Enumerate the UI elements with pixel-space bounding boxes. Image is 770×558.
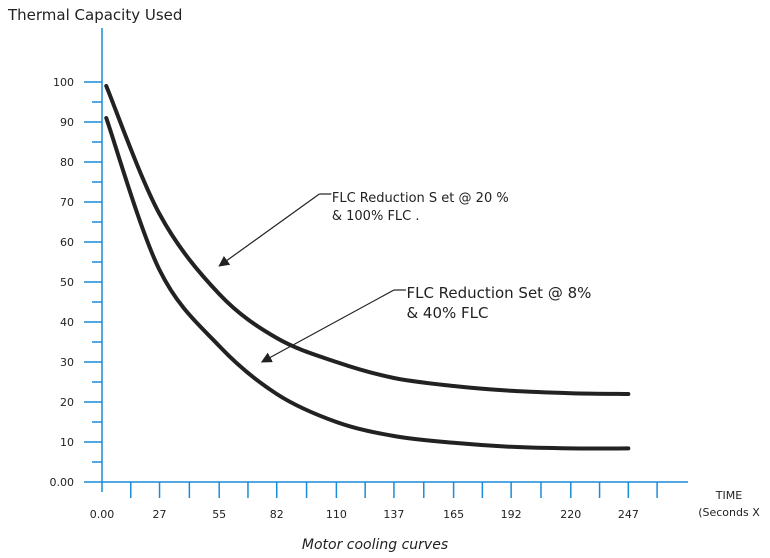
x-tick-label: 55: [212, 508, 226, 521]
x-tick-label: 247: [618, 508, 639, 521]
x-tick-label: 220: [560, 508, 581, 521]
chart-caption: Motor cooling curves: [302, 537, 448, 553]
y-tick-label: 10: [60, 436, 74, 449]
chart-title: Thermal Capacity Used: [7, 6, 182, 24]
y-tick-label: 60: [60, 236, 74, 249]
annotation-arrow: [218, 193, 320, 267]
y-tick-label: 20: [60, 396, 74, 409]
y-tick-label: 30: [60, 356, 74, 369]
x-axis-label-line2: (Seconds X: [698, 506, 760, 519]
x-ticks: 0.00 27 55 82 110 137 165 192 220 247: [90, 482, 658, 521]
series-line-1: [104, 84, 631, 396]
annotation-text: FLC Reduction S et @ 20 %: [332, 191, 509, 206]
x-tick-label: 137: [383, 508, 404, 521]
x-tick-label: 82: [270, 508, 284, 521]
y-tick-label: 80: [60, 156, 74, 169]
x-axis-label-line1: TIME: [715, 489, 742, 502]
annotation-text: & 40% FLC: [406, 304, 488, 322]
annotation-text: & 100% FLC .: [332, 209, 420, 224]
y-tick-label: 50: [60, 276, 74, 289]
x-tick-label: 165: [443, 508, 464, 521]
series-line-2: [104, 116, 631, 451]
annotation-text: FLC Reduction Set @ 8%: [406, 284, 591, 302]
x-tick-label: 0.00: [90, 508, 115, 521]
annotation-arrow: [260, 289, 395, 363]
y-ticks: 0.00 10 20 30 40 50 60 70 80 90 100: [50, 76, 102, 489]
y-tick-label: 100: [53, 76, 74, 89]
y-tick-label: 0.00: [50, 476, 75, 489]
x-tick-label: 110: [326, 508, 347, 521]
y-tick-label: 70: [60, 196, 74, 209]
y-tick-label: 40: [60, 316, 74, 329]
x-tick-label: 27: [153, 508, 167, 521]
annotations-group: FLC Reduction S et @ 20 % & 100% FLC . FLC…: [218, 191, 591, 363]
x-tick-label: 192: [501, 508, 522, 521]
y-tick-label: 90: [60, 116, 74, 129]
series-group: [104, 84, 631, 451]
